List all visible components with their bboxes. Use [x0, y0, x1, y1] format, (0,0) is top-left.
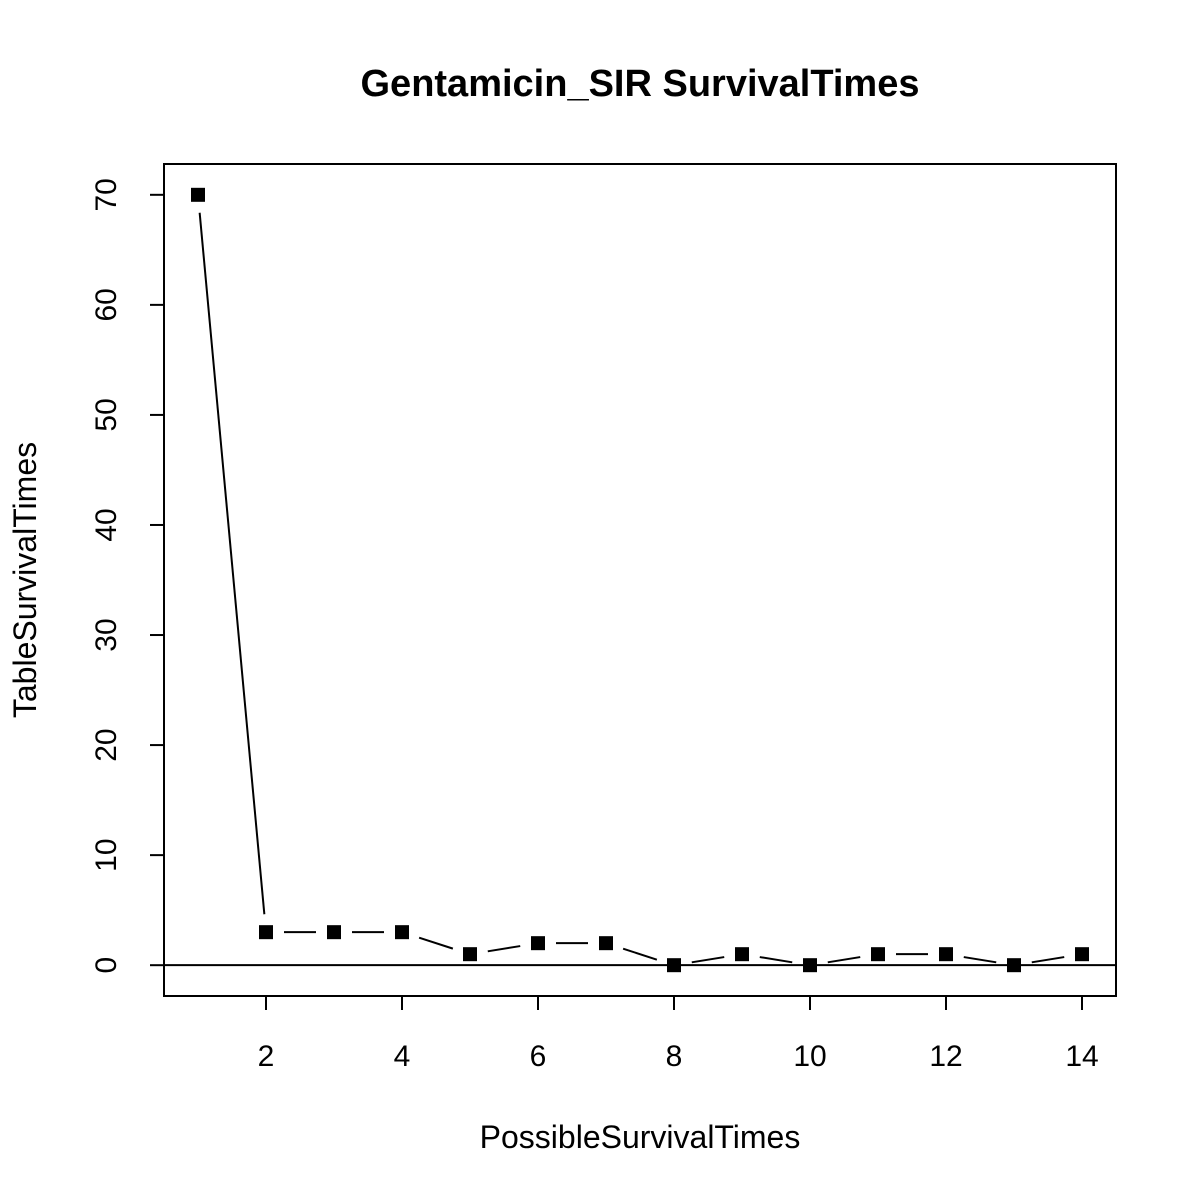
data-point — [871, 947, 885, 962]
plot-frame — [163, 163, 1117, 997]
y-tick-label: 20 — [90, 728, 123, 761]
y-tick-label: 40 — [90, 508, 123, 541]
y-axis: 0 10 20 30 40 50 60 70 — [90, 178, 165, 974]
chart-title: Gentamicin_SIR SurvivalTimes — [361, 63, 920, 105]
data-point — [463, 947, 477, 962]
y-tick-label: 70 — [90, 178, 123, 211]
data-point — [259, 925, 273, 940]
series-line-segment — [759, 956, 793, 964]
y-tick-label: 50 — [90, 398, 123, 431]
y-tick-label: 0 — [90, 957, 123, 974]
series-line-segment — [1031, 956, 1065, 964]
x-tick-label: 8 — [666, 1040, 683, 1073]
y-tick-label: 30 — [90, 618, 123, 651]
y-axis-label: TableSurvivalTimes — [7, 442, 43, 718]
x-tick-label: 4 — [394, 1040, 411, 1073]
data-point — [191, 187, 205, 202]
series-line-segment — [963, 956, 997, 964]
data-point — [599, 936, 613, 951]
x-tick-label: 14 — [1065, 1040, 1098, 1073]
series-line-segment — [198, 212, 266, 915]
x-tick-label: 10 — [793, 1040, 826, 1073]
y-tick-label: 60 — [90, 288, 123, 321]
data-point — [395, 925, 409, 940]
data-point — [803, 958, 817, 973]
x-tick-label: 6 — [530, 1040, 547, 1073]
series-line-segment — [691, 956, 725, 964]
plot-area — [164, 187, 1116, 973]
series-line-segment — [827, 956, 861, 964]
data-point — [735, 947, 749, 962]
x-axis: 2 4 6 8 10 12 14 — [258, 995, 1099, 1073]
series-line-segment — [487, 945, 521, 953]
y-tick-label: 10 — [90, 838, 123, 871]
data-point — [939, 947, 953, 962]
x-axis-label: PossibleSurvivalTimes — [480, 1119, 801, 1155]
data-point — [531, 936, 545, 951]
data-point — [327, 925, 341, 940]
series-line-segment — [418, 936, 454, 950]
series-line-segment — [622, 947, 658, 961]
x-tick-label: 12 — [929, 1040, 962, 1073]
data-point — [1007, 958, 1021, 973]
x-tick-label: 2 — [258, 1040, 275, 1073]
data-point — [667, 958, 681, 973]
data-point — [1075, 947, 1089, 962]
